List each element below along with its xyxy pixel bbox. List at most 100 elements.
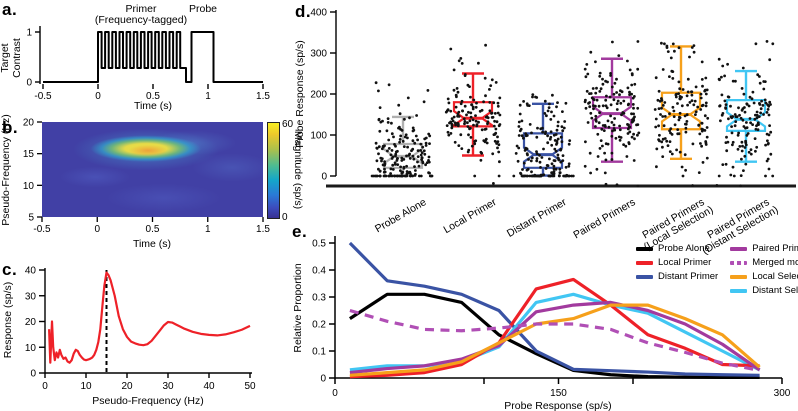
data-point xyxy=(766,142,770,146)
data-point xyxy=(768,58,772,62)
data-point xyxy=(457,59,461,63)
data-point xyxy=(618,93,621,97)
data-point xyxy=(762,80,766,83)
data-point xyxy=(691,184,694,187)
data-point xyxy=(411,154,415,158)
data-point xyxy=(602,129,606,133)
data-point xyxy=(412,157,416,161)
data-point xyxy=(609,103,613,107)
data-point xyxy=(386,117,390,120)
data-point xyxy=(685,94,689,98)
data-point xyxy=(740,87,744,90)
data-point xyxy=(474,119,478,123)
data-point xyxy=(748,95,752,99)
data-point xyxy=(632,159,636,162)
data-point xyxy=(385,129,389,133)
data-point xyxy=(704,92,708,96)
data-point xyxy=(614,136,618,140)
y-axis-label: Contrast xyxy=(11,38,23,78)
data-point xyxy=(549,118,553,121)
data-point xyxy=(497,143,501,147)
data-point xyxy=(678,116,682,119)
data-point xyxy=(700,78,704,81)
data-point xyxy=(692,44,696,47)
data-point xyxy=(382,174,386,178)
data-point xyxy=(530,131,533,135)
data-point xyxy=(668,140,672,144)
data-point xyxy=(557,158,561,162)
data-point xyxy=(523,174,526,178)
x-axis-label: Time (s) xyxy=(134,100,172,112)
data-point xyxy=(473,174,477,178)
data-point xyxy=(484,127,488,131)
data-point xyxy=(584,140,587,144)
data-point xyxy=(736,147,740,151)
data-point xyxy=(769,130,773,134)
data-point xyxy=(599,87,603,91)
data-point xyxy=(591,87,595,90)
data-point xyxy=(656,98,660,102)
data-point xyxy=(627,123,630,127)
data-point xyxy=(730,131,734,135)
data-point xyxy=(761,104,765,107)
data-point xyxy=(604,125,607,128)
legend-label: Merged model xyxy=(752,257,798,268)
data-point xyxy=(616,99,620,103)
data-point xyxy=(412,128,416,132)
data-point xyxy=(552,159,556,162)
data-point xyxy=(723,74,726,78)
data-point xyxy=(697,124,701,127)
data-point xyxy=(457,144,461,148)
distribution-chart: 0 0.1 0.2 0.3 0.4 0.5 0 150 300 Probe Response (s… xyxy=(292,236,791,411)
data-point xyxy=(726,95,730,99)
data-point xyxy=(668,129,671,133)
panel-tuning-curve: c. 0 10 20 30 40 0 10 20 30 40 50 Pseudo-Frequency … xyxy=(0,258,298,411)
data-point xyxy=(599,139,603,143)
data-point xyxy=(619,101,623,105)
data-point xyxy=(678,150,682,154)
data-point xyxy=(740,149,744,153)
data-point xyxy=(589,50,593,54)
data-point xyxy=(535,150,538,154)
data-point xyxy=(380,159,383,163)
y-tick-label: 0 xyxy=(320,374,326,385)
data-point xyxy=(466,121,469,125)
data-point xyxy=(541,130,544,134)
data-point xyxy=(387,83,391,87)
data-point xyxy=(654,125,658,129)
legend-label: Distant Primer xyxy=(658,271,719,282)
y-axis-label: Probe Response (sp/s) xyxy=(294,40,306,147)
data-point xyxy=(751,123,754,126)
data-point xyxy=(479,158,483,162)
data-point xyxy=(416,149,420,153)
data-point xyxy=(449,109,453,113)
data-point xyxy=(699,92,703,96)
data-point xyxy=(401,170,405,174)
data-point xyxy=(683,153,687,157)
data-point xyxy=(498,123,502,126)
data-point xyxy=(484,43,487,47)
data-point xyxy=(737,106,740,110)
data-point xyxy=(524,132,528,136)
data-point xyxy=(520,134,524,138)
data-point xyxy=(720,93,724,97)
data-point xyxy=(378,106,382,109)
data-point xyxy=(662,124,666,128)
data-point xyxy=(734,79,737,83)
data-point xyxy=(684,168,687,172)
data-point xyxy=(600,127,604,131)
data-point xyxy=(405,154,408,158)
data-point xyxy=(491,152,495,156)
panel-d-label: d. xyxy=(295,2,312,21)
data-point xyxy=(414,134,418,138)
data-point xyxy=(704,101,708,105)
data-point xyxy=(701,161,705,164)
y-tick-label: 0.3 xyxy=(312,293,326,304)
data-point xyxy=(608,95,612,99)
data-point xyxy=(389,153,393,157)
data-point xyxy=(686,103,689,107)
data-point xyxy=(732,174,736,178)
data-point xyxy=(407,154,411,157)
data-point xyxy=(552,172,556,176)
data-point xyxy=(428,174,432,178)
